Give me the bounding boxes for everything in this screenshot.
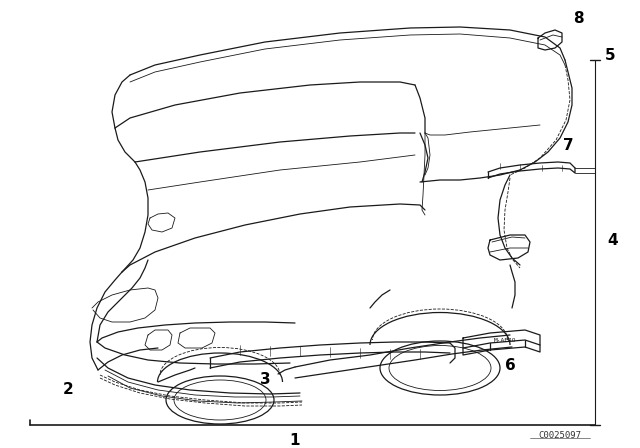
Text: 4: 4 <box>608 233 618 247</box>
Text: 3: 3 <box>260 372 270 388</box>
Text: 8: 8 <box>573 10 583 26</box>
Text: 2: 2 <box>63 383 74 397</box>
Text: 7: 7 <box>563 138 573 152</box>
Text: C0025097: C0025097 <box>538 431 582 439</box>
Text: M·AERO: M·AERO <box>493 339 516 344</box>
Text: 5: 5 <box>605 47 615 63</box>
Text: 6: 6 <box>504 358 515 372</box>
Text: 1: 1 <box>290 432 300 448</box>
